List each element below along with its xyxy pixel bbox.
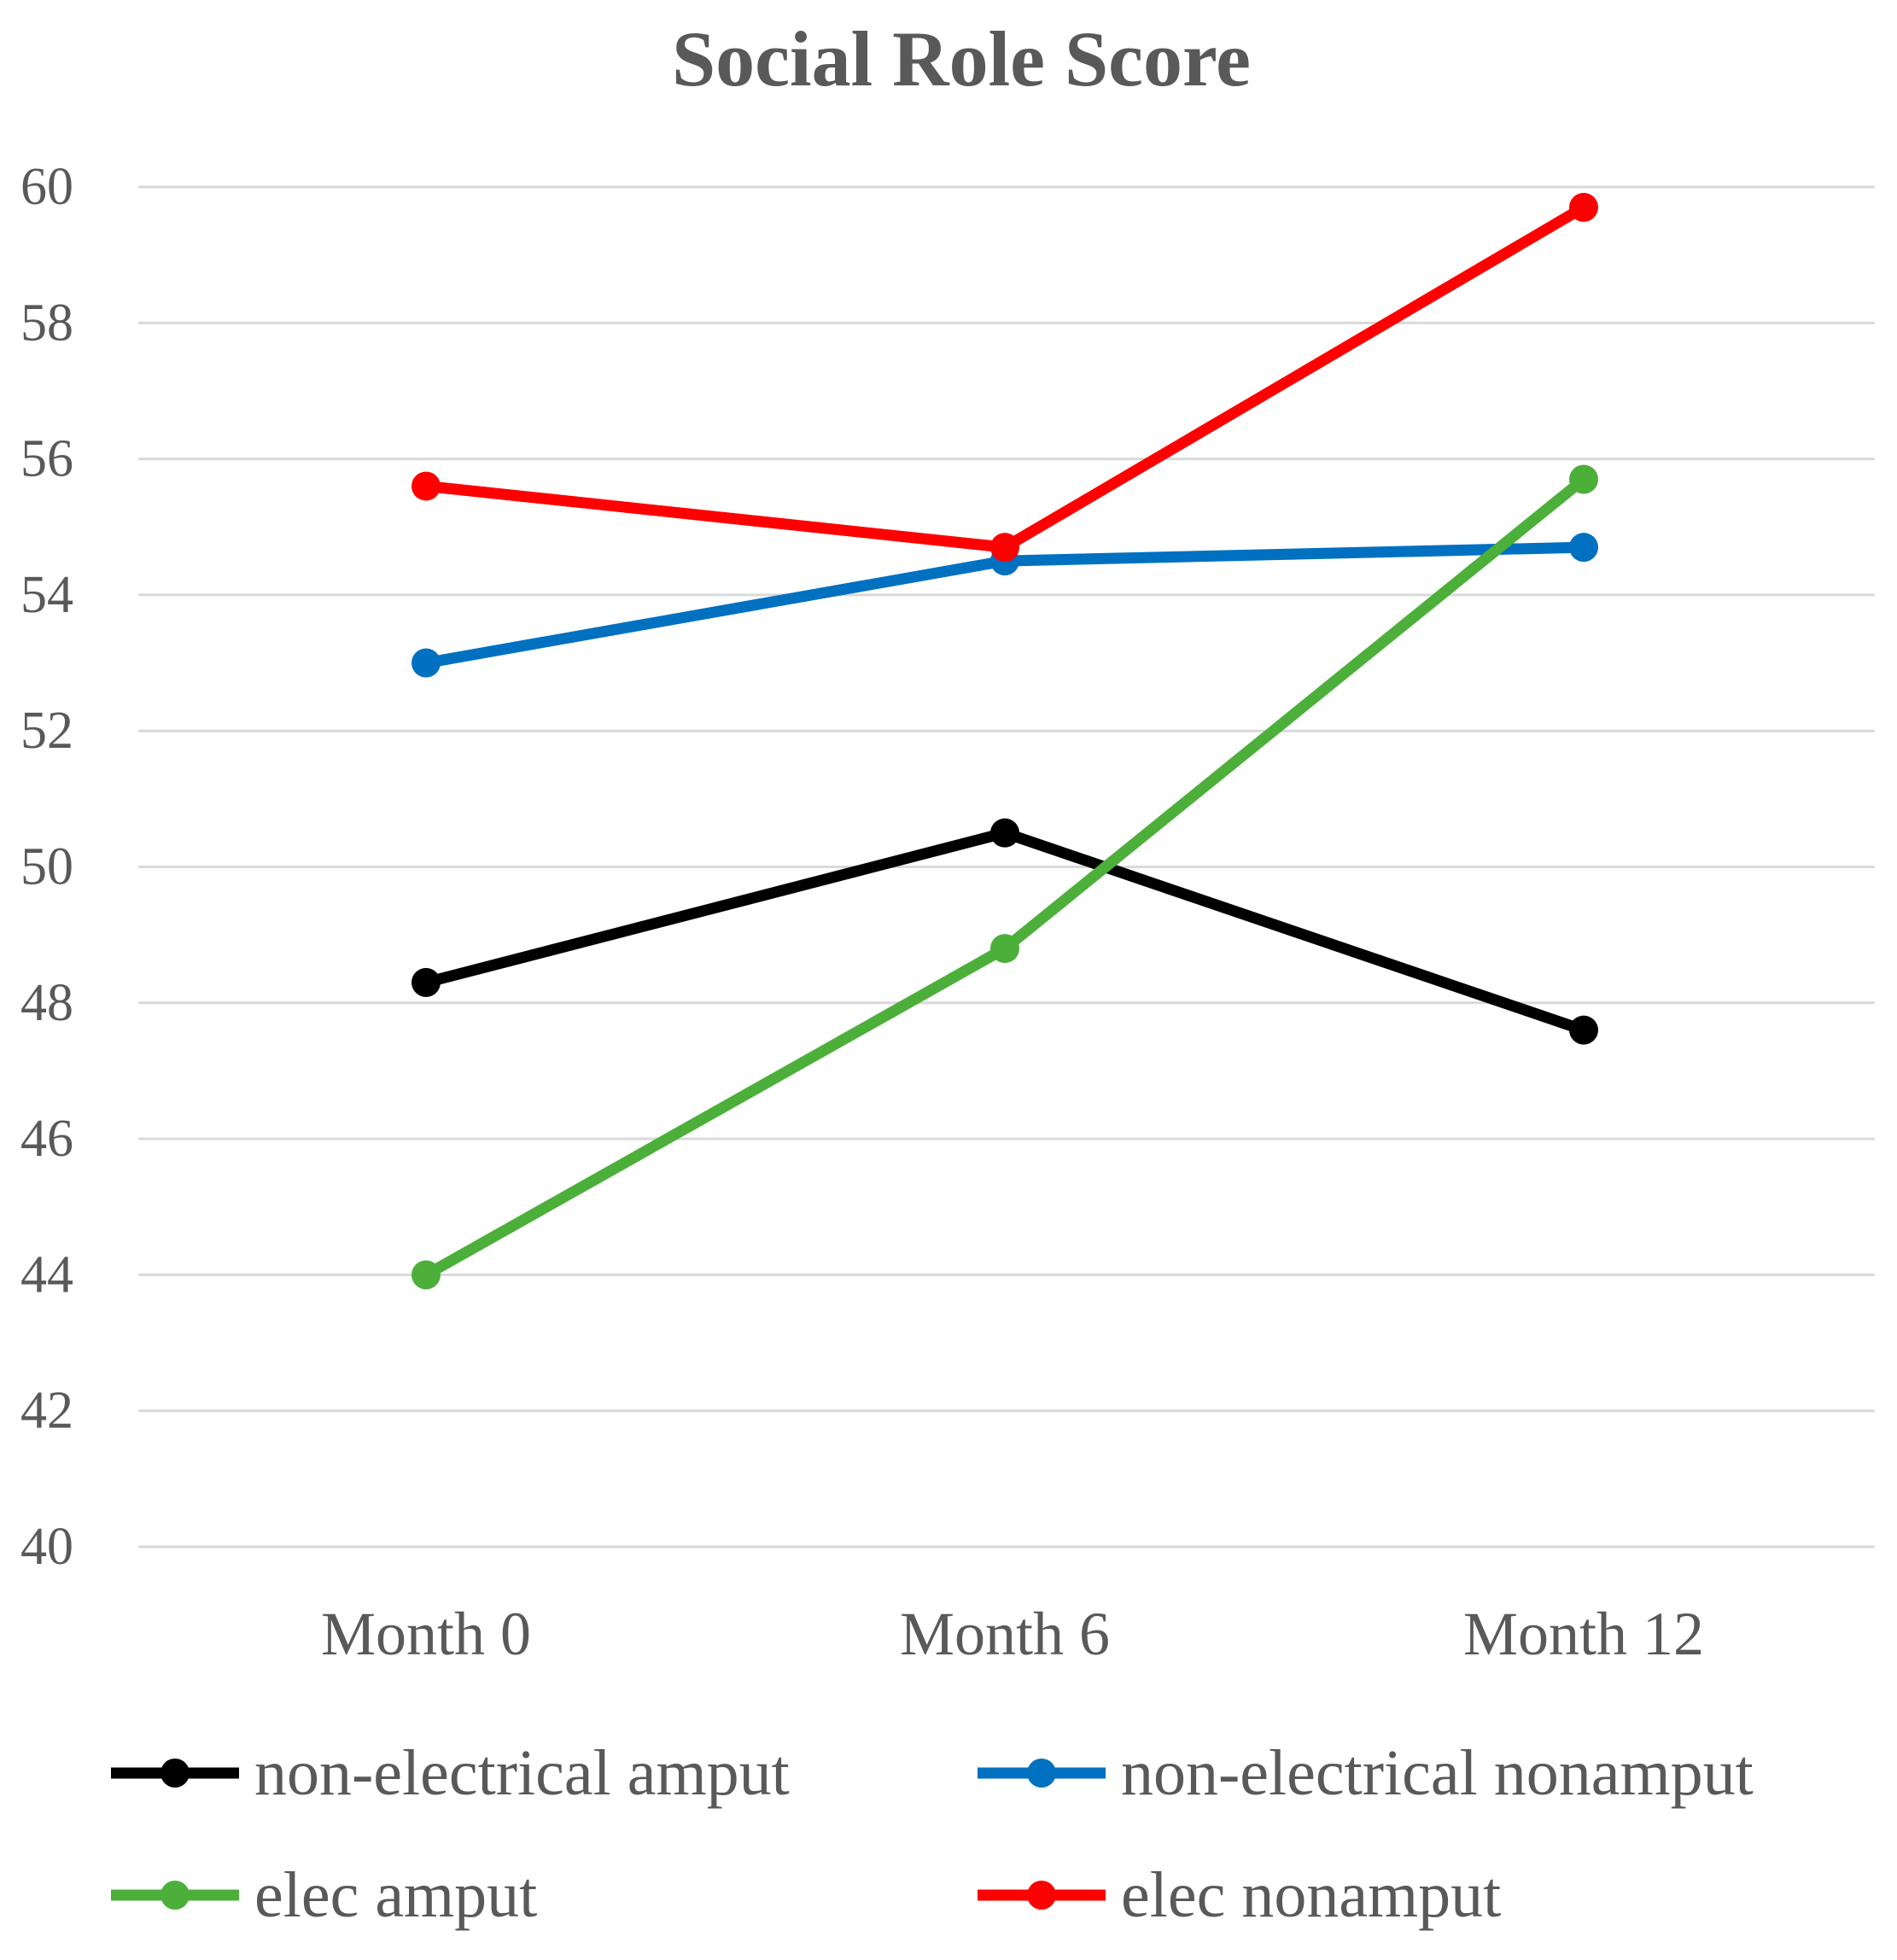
legend: non-electrical amput non-electrical nonam…: [111, 1737, 1754, 1931]
y-tick-label: 52: [20, 702, 73, 760]
data-point-non-electrical-amput: [990, 818, 1019, 848]
data-point-non-electrical-amput: [412, 967, 441, 997]
data-point-elec-amput: [990, 934, 1019, 964]
data-point-non-electrical-nonamput: [412, 648, 441, 678]
legend-swatch-marker: [1027, 1759, 1056, 1788]
y-tick-label: 40: [20, 1518, 73, 1576]
legend-swatch-marker: [161, 1759, 190, 1788]
series-line-elec-nonamput: [420, 201, 1590, 553]
data-point-elec-nonamput: [1569, 192, 1598, 222]
series-elec-nonamput: [412, 192, 1598, 563]
y-tick-label: 44: [20, 1245, 73, 1304]
series-layer: [412, 192, 1598, 1290]
legend-item-elec-amput: elec amput: [111, 1859, 537, 1931]
data-point-non-electrical-amput: [1569, 1015, 1598, 1045]
legend-label: non-electrical nonamput: [1121, 1737, 1754, 1809]
series-non-electrical-amput: [412, 818, 1598, 1045]
x-tick-label: Month 0: [321, 1600, 531, 1668]
legend-swatch-marker: [161, 1881, 190, 1910]
gridlines: [138, 185, 1875, 1549]
legend-item-non-electrical-nonamput: non-electrical nonamput: [978, 1737, 1754, 1809]
legend-label: non-electrical amput: [254, 1737, 790, 1809]
x-tick-label: Month 6: [900, 1600, 1110, 1668]
x-axis-tick-labels: Month 0 Month 6 Month 12: [321, 1600, 1704, 1668]
legend-item-non-electrical-amput: non-electrical amput: [111, 1737, 790, 1809]
data-point-elec-nonamput: [990, 533, 1019, 563]
y-tick-label: 48: [20, 974, 73, 1032]
series-elec-amput: [412, 464, 1598, 1290]
legend-item-elec-nonamput: elec nonamput: [978, 1859, 1501, 1931]
chart-title: Social Role Score: [672, 15, 1251, 102]
y-tick-label: 56: [20, 430, 73, 488]
data-point-elec-nonamput: [412, 471, 441, 501]
legend-label: elec nonamput: [1121, 1859, 1501, 1931]
y-tick-label: 50: [20, 838, 73, 896]
data-point-elec-amput: [412, 1260, 441, 1290]
series-line-elec-amput: [420, 473, 1590, 1280]
x-tick-label: Month 12: [1463, 1600, 1704, 1668]
y-tick-label: 60: [20, 158, 73, 216]
y-tick-label: 46: [20, 1110, 73, 1168]
data-point-elec-amput: [1569, 464, 1598, 494]
data-point-non-electrical-nonamput: [1569, 533, 1598, 563]
legend-swatch-marker: [1027, 1881, 1056, 1910]
series-line-non-electrical-amput: [420, 827, 1590, 1036]
legend-label: elec amput: [254, 1859, 537, 1931]
y-tick-label: 58: [20, 294, 73, 352]
y-axis-tick-labels: 40 42 44 46 48 50 52 54 56 58 60: [20, 158, 73, 1576]
y-tick-label: 54: [20, 566, 73, 624]
y-tick-label: 42: [20, 1382, 73, 1440]
